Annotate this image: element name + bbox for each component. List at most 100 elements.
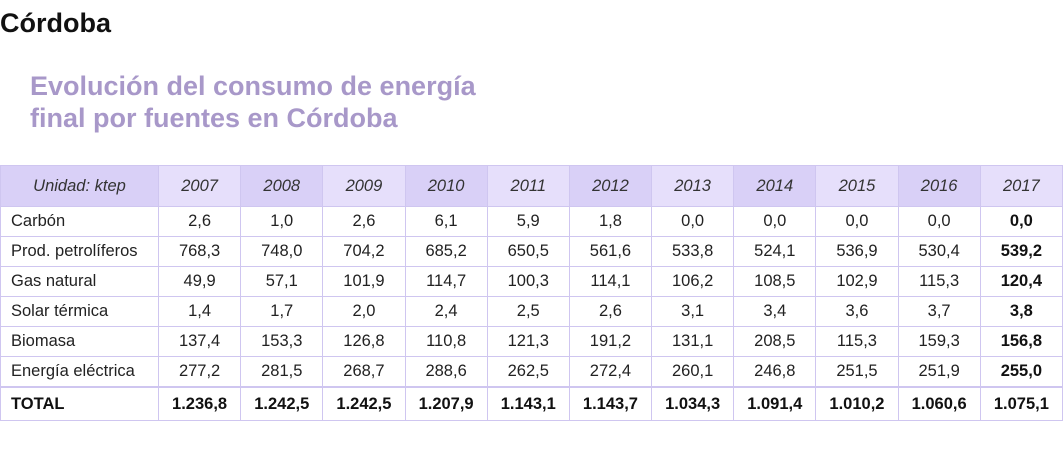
year-header: 2007 [157,165,242,207]
row-label: Gas natural [0,266,159,297]
table-cell: 530,4 [897,236,981,267]
table-cell: 268,7 [322,356,406,388]
table-cell: 1.143,7 [568,386,653,421]
table-cell: 650,5 [486,236,570,267]
header-row: Unidad: ktep 2007 2008 2009 2010 2011 2012 201… [0,165,1063,207]
year-header: 2009 [322,165,406,207]
table-cell: 159,3 [897,326,981,357]
table-cell: 0,0 [897,206,981,237]
row-label: Prod. petrolíferos [0,236,159,267]
table-cell: 208,5 [733,326,817,357]
table-cell: 0,0 [979,206,1063,237]
table-cell: 1.143,1 [486,386,570,421]
table-cell: 260,1 [651,356,735,388]
table-row: Energía eléctrica 277,2 281,5 268,7 288,6 262… [0,356,1063,388]
table-cell: 1.242,5 [240,386,324,421]
table-cell: 102,9 [815,266,899,297]
table-cell: 6,1 [404,206,488,237]
table-cell: 1.034,3 [651,386,735,421]
table-row: Prod. petrolíferos 768,3 748,0 704,2 685,2 65… [0,236,1063,267]
table-cell: 120,4 [979,266,1063,297]
table-cell: 246,8 [733,356,817,388]
row-label: Carbón [0,206,159,237]
table-cell: 191,2 [568,326,653,357]
year-header: 2016 [897,165,981,207]
table-title: Evolución del consumo de energía final p… [30,70,550,134]
table-cell: 1,8 [568,206,653,237]
year-header: 2011 [486,165,570,207]
table-cell: 768,3 [157,236,242,267]
table-cell: 106,2 [651,266,735,297]
table-cell: 251,9 [897,356,981,388]
table-row: Gas natural 49,9 57,1 101,9 114,7 100,3 114,1 1… [0,266,1063,297]
table-cell: 110,8 [404,326,488,357]
table-cell: 561,6 [568,236,653,267]
table-cell: 57,1 [240,266,324,297]
table-row: Carbón 2,6 1,0 2,6 6,1 5,9 1,8 0,0 0,0 0,0 0,0 0,0 [0,206,1063,237]
year-header: 2013 [651,165,735,207]
page-heading: Córdoba [0,8,111,38]
table-cell: 1.075,1 [979,386,1063,421]
table-cell: 0,0 [651,206,735,237]
table-cell: 3,8 [979,296,1063,327]
table-row: Solar térmica 1,4 1,7 2,0 2,4 2,5 2,6 3,1 3,4 3,6… [0,296,1063,327]
table-cell: 288,6 [404,356,488,388]
year-header: 2012 [568,165,653,207]
table-cell: 2,6 [568,296,653,327]
row-label: TOTAL [0,386,159,421]
table-cell: 1,0 [240,206,324,237]
unit-label: Unidad: ktep [0,165,159,207]
row-label: Biomasa [0,326,159,357]
table-cell: 0,0 [733,206,817,237]
table-cell: 2,6 [157,206,242,237]
table-cell: 100,3 [486,266,570,297]
year-header: 2015 [815,165,899,207]
row-label: Energía eléctrica [0,356,159,388]
table-cell: 262,5 [486,356,570,388]
table-cell: 3,1 [651,296,735,327]
table-cell: 137,4 [157,326,242,357]
table-cell: 1,4 [157,296,242,327]
table-cell: 108,5 [733,266,817,297]
table-cell: 539,2 [979,236,1063,267]
table-cell: 1.207,9 [404,386,488,421]
table-cell: 3,6 [815,296,899,327]
table-cell: 5,9 [486,206,570,237]
table-cell: 748,0 [240,236,324,267]
table-cell: 131,1 [651,326,735,357]
table-cell: 277,2 [157,356,242,388]
total-row: TOTAL 1.236,8 1.242,5 1.242,5 1.207,9 1.143,1… [0,386,1063,421]
table-cell: 1,7 [240,296,324,327]
table-cell: 2,4 [404,296,488,327]
table-cell: 251,5 [815,356,899,388]
table-cell: 524,1 [733,236,817,267]
table-cell: 1.010,2 [815,386,899,421]
table-cell: 114,7 [404,266,488,297]
table-cell: 3,7 [897,296,981,327]
table-cell: 3,4 [733,296,817,327]
table-cell: 101,9 [322,266,406,297]
table-cell: 272,4 [568,356,653,388]
table-cell: 49,9 [157,266,242,297]
year-header: 2008 [240,165,324,207]
table-cell: 121,3 [486,326,570,357]
table-cell: 1.091,4 [733,386,817,421]
table-cell: 1.242,5 [322,386,406,421]
table-cell: 1.236,8 [157,386,242,421]
table-title-line-2: final por fuentes en Córdoba [30,103,398,133]
table-row: Biomasa 137,4 153,3 126,8 110,8 121,3 191,2 131… [0,326,1063,357]
table-cell: 115,3 [897,266,981,297]
table-cell: 126,8 [322,326,406,357]
table-cell: 0,0 [815,206,899,237]
table-cell: 281,5 [240,356,324,388]
table-cell: 2,0 [322,296,406,327]
table-cell: 255,0 [979,356,1063,388]
year-header: 2014 [733,165,817,207]
table-cell: 114,1 [568,266,653,297]
year-header: 2017 [979,165,1063,207]
table-cell: 156,8 [979,326,1063,357]
table-cell: 533,8 [651,236,735,267]
table-cell: 685,2 [404,236,488,267]
energy-consumption-table: Unidad: ktep 2007 2008 2009 2010 2011 2012 201… [0,165,1063,421]
row-label: Solar térmica [0,296,159,327]
